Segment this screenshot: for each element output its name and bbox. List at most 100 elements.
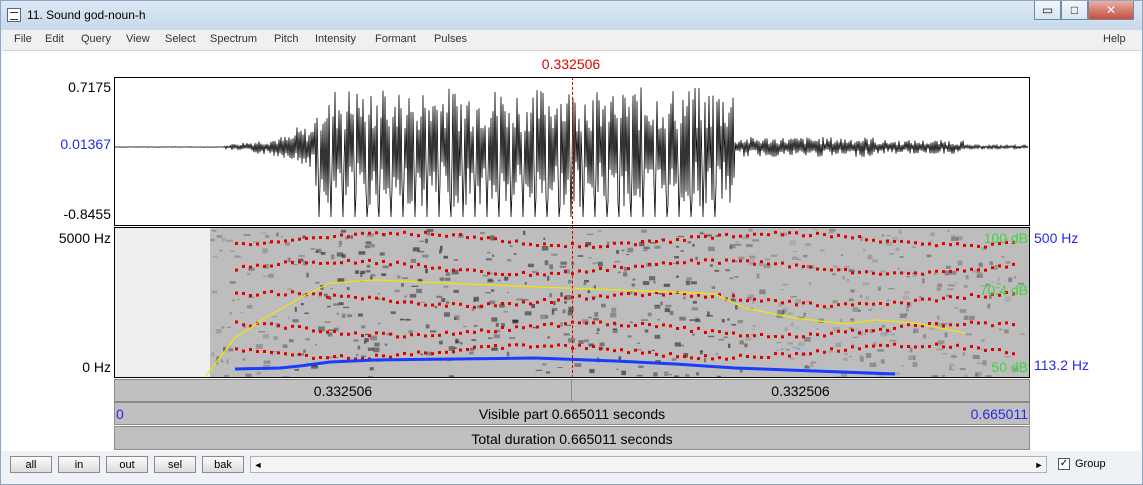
spectrogram-energy	[606, 241, 610, 246]
formant-point	[641, 264, 644, 268]
total-duration-bar[interactable]: Total duration 0.665011 seconds	[114, 426, 1030, 450]
menu-pitch[interactable]: Pitch	[274, 33, 299, 45]
spectrogram-energy	[632, 278, 636, 281]
spectrogram-energy	[976, 275, 981, 277]
spectrogram-energy	[601, 303, 606, 308]
formant-point	[536, 244, 539, 247]
spectrogram-energy	[473, 296, 479, 302]
formant-point	[907, 240, 910, 244]
formant-point	[837, 329, 840, 333]
zoom-all-button[interactable]: all	[10, 456, 52, 473]
formant-point	[823, 350, 826, 354]
formant-point	[683, 325, 686, 329]
spectrogram-energy	[972, 269, 979, 273]
formant-point	[319, 262, 322, 265]
formant-point	[382, 233, 385, 236]
zoom-back-button[interactable]: bak	[202, 456, 244, 473]
spectrogram-energy	[336, 312, 339, 315]
scroll-right-icon[interactable]: ►	[1034, 459, 1044, 470]
left-half-segment[interactable]: 0.332506	[115, 380, 572, 401]
zoom-out-button[interactable]: out	[106, 456, 148, 473]
zoom-in-button[interactable]: in	[58, 456, 100, 473]
formant-point	[606, 347, 609, 351]
spectrogram-energy	[985, 283, 990, 286]
menu-view[interactable]: View	[126, 33, 150, 45]
formant-point	[613, 264, 616, 268]
spectrogram-energy	[1019, 333, 1026, 335]
formant-point	[746, 234, 749, 238]
visible-end-time: 0.665011	[970, 406, 1028, 422]
menu-spectrum[interactable]: Spectrum	[210, 33, 258, 45]
spectrogram-energy	[1017, 282, 1024, 285]
spectrogram-energy	[865, 353, 872, 359]
formant-point	[683, 261, 686, 265]
menu-query[interactable]: Query	[81, 33, 111, 45]
visible-part-bar[interactable]: 0 Visible part 0.665011 seconds 0.665011	[114, 402, 1030, 425]
right-half-duration: 0.332506	[771, 382, 830, 399]
formant-point	[872, 238, 875, 242]
formant-point	[900, 301, 903, 305]
formant-point	[606, 295, 609, 299]
spectrogram-energy	[657, 318, 660, 321]
spectrogram-energy	[972, 355, 980, 359]
formant-point	[326, 236, 329, 240]
formant-point	[466, 348, 469, 351]
menu-file[interactable]: File	[14, 33, 32, 45]
formant-point	[963, 296, 966, 300]
spectrogram-energy	[840, 372, 847, 377]
formant-point	[655, 352, 658, 356]
spectrogram-energy	[965, 275, 969, 280]
formant-point	[704, 354, 707, 358]
spectrogram-energy	[744, 343, 748, 348]
spectrogram-energy	[369, 367, 374, 371]
formant-point	[781, 261, 784, 265]
formant-point	[375, 262, 378, 266]
formant-point	[431, 266, 434, 270]
time-scrollbar[interactable]: ◄ ►	[250, 456, 1047, 473]
right-half-segment[interactable]: 0.332506	[572, 380, 1029, 401]
title-bar[interactable]: 11. Sound god-noun-h ▭ □ ✕	[1, 1, 1142, 30]
spectrogram-energy	[922, 334, 927, 339]
spectrogram-energy	[718, 338, 724, 341]
menu-select[interactable]: Select	[165, 33, 196, 45]
spectrogram-energy	[363, 341, 367, 344]
group-checkbox[interactable]: ✓	[1058, 458, 1070, 470]
spectrogram-energy	[586, 233, 594, 235]
formant-point	[410, 265, 413, 269]
menu-edit[interactable]: Edit	[45, 33, 64, 45]
spectrogram-energy	[359, 273, 363, 277]
spectrogram-energy	[691, 307, 699, 311]
spectrogram-energy	[787, 342, 793, 345]
zoom-selection-button[interactable]: sel	[154, 456, 196, 473]
maximize-button[interactable]: □	[1061, 1, 1088, 20]
formant-point	[662, 323, 665, 327]
spectrogram-energy	[653, 280, 656, 284]
formant-point	[256, 293, 259, 297]
formant-point	[312, 329, 315, 333]
spectrogram-energy	[870, 329, 873, 334]
menu-intensity[interactable]: Intensity	[315, 33, 356, 45]
spectrogram-energy	[789, 240, 796, 246]
menu-pulses[interactable]: Pulses	[434, 33, 468, 45]
close-button[interactable]: ✕	[1088, 1, 1134, 20]
formant-point	[585, 321, 588, 325]
spectrogram-energy	[897, 267, 900, 270]
spectrogram-energy	[532, 270, 537, 274]
minimize-button[interactable]: ▭	[1034, 1, 1061, 20]
formant-point	[606, 245, 609, 248]
spectrogram-energy	[364, 338, 369, 342]
formant-point	[907, 323, 910, 327]
spectrogram-energy	[610, 313, 617, 318]
spectrogram-energy	[512, 319, 518, 321]
spectrogram-energy	[271, 316, 278, 318]
menu-formant[interactable]: Formant	[375, 33, 416, 45]
formant-point	[921, 297, 924, 301]
formant-point	[452, 268, 455, 272]
formant-point	[368, 231, 371, 235]
scroll-left-icon[interactable]: ◄	[253, 459, 263, 470]
spectrogram-energy	[425, 238, 428, 244]
menu-help[interactable]: Help	[1103, 33, 1126, 45]
formant-point	[249, 348, 252, 352]
spectrogram-energy	[877, 286, 881, 291]
formant-point	[886, 272, 889, 276]
